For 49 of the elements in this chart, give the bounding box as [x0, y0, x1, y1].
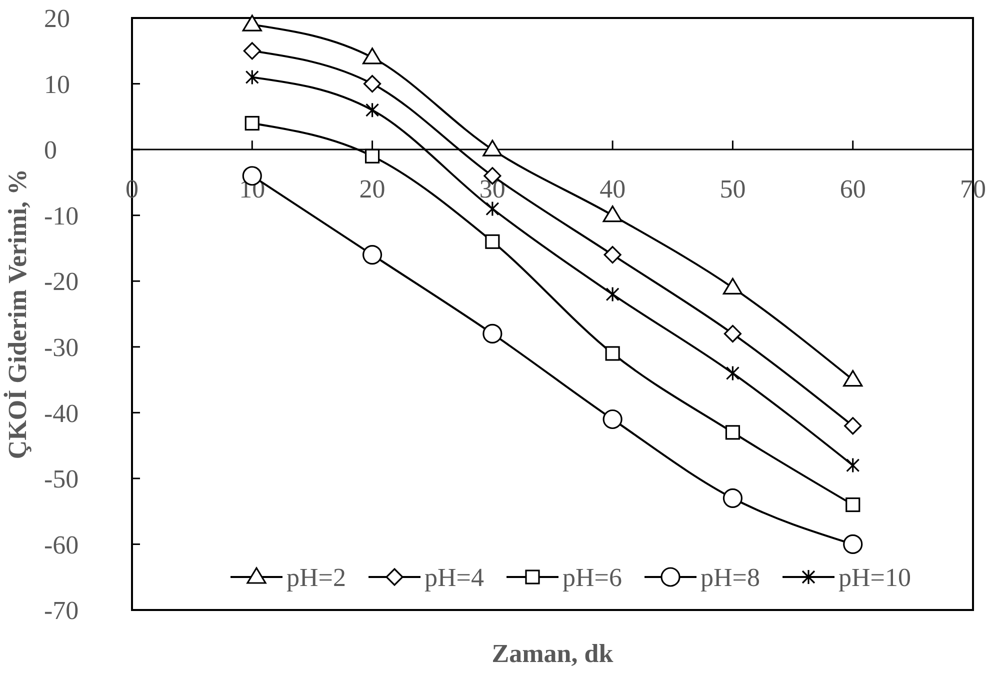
y-tick-label: -60	[44, 530, 79, 560]
point	[362, 48, 382, 64]
point	[362, 245, 382, 265]
y-axis-title: ÇKOİ Giderim Verimi, %	[3, 168, 32, 460]
point	[244, 116, 260, 131]
point	[602, 409, 622, 430]
point	[843, 534, 863, 554]
point	[844, 417, 862, 435]
legend-label: pH=8	[700, 563, 760, 592]
y-tick-label: -50	[44, 464, 79, 494]
point	[486, 200, 500, 217]
y-tick-label: 0	[44, 136, 57, 165]
point	[602, 206, 622, 222]
point	[242, 14, 262, 32]
y-tick-label: -20	[44, 267, 79, 296]
point	[605, 346, 620, 361]
point	[846, 457, 860, 474]
legend-label: pH=6	[562, 563, 622, 592]
y-tick-label: 10	[44, 70, 70, 99]
point	[722, 488, 743, 508]
point	[726, 365, 740, 381]
point	[485, 234, 500, 249]
point	[482, 324, 502, 344]
x-tick-label: 40	[600, 174, 626, 204]
point	[604, 246, 622, 264]
legend-label: pH=2	[286, 563, 346, 592]
point	[846, 497, 860, 512]
point	[724, 324, 742, 343]
point	[722, 278, 743, 294]
y-tick-label: -40	[44, 398, 79, 428]
x-axis-title: Zaman, dk	[492, 639, 614, 668]
point	[843, 370, 863, 387]
legend-label: pH=4	[424, 563, 484, 592]
x-tick-label: 60	[840, 174, 866, 204]
y-tick-label: 20	[44, 4, 70, 34]
point	[482, 140, 502, 156]
point	[364, 148, 380, 164]
y-tick-label: -10	[44, 201, 79, 230]
y-tick-label: -30	[44, 332, 79, 362]
point	[725, 425, 740, 440]
point	[606, 286, 620, 302]
point	[243, 42, 261, 60]
legend-label: pH=10	[838, 563, 911, 592]
point	[365, 102, 380, 118]
point	[363, 74, 382, 93]
x-tick-label: 20	[359, 174, 386, 204]
x-tick-label: 50	[720, 174, 746, 204]
point	[245, 69, 259, 85]
y-tick-label: -70	[44, 596, 79, 626]
